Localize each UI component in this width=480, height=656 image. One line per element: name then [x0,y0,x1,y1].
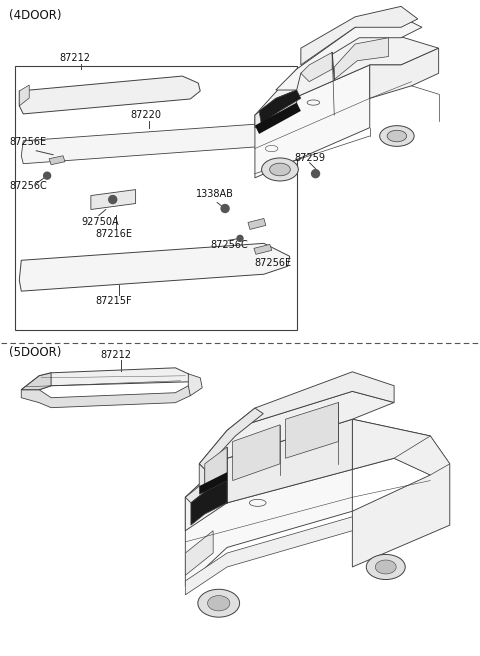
Text: 87259: 87259 [295,153,326,163]
Polygon shape [185,419,430,531]
Text: (5DOOR): (5DOOR) [9,346,62,359]
Text: 87256E: 87256E [254,258,291,268]
Polygon shape [188,374,202,396]
Polygon shape [255,65,370,178]
Circle shape [312,170,320,178]
Text: 87256C: 87256C [210,240,248,251]
Polygon shape [199,392,394,464]
Bar [15,66,297,330]
Polygon shape [248,218,266,230]
Polygon shape [205,447,227,492]
Polygon shape [233,425,280,481]
Polygon shape [255,28,439,115]
Polygon shape [21,368,190,390]
Text: 87256E: 87256E [9,136,47,147]
Polygon shape [301,52,332,81]
Ellipse shape [198,589,240,617]
Polygon shape [199,419,352,503]
Text: 87212: 87212 [59,53,90,63]
Polygon shape [394,436,450,475]
Polygon shape [21,124,272,164]
Text: 87212: 87212 [101,350,132,360]
Text: 87256C: 87256C [9,180,47,191]
Polygon shape [21,373,51,390]
Polygon shape [370,48,439,98]
Text: (4DOOR): (4DOOR) [9,9,62,22]
Polygon shape [255,102,301,134]
Polygon shape [286,403,338,459]
Polygon shape [19,76,200,114]
Text: 1338AB: 1338AB [196,188,234,199]
Polygon shape [19,243,290,291]
Text: 92750A: 92750A [81,218,119,228]
Polygon shape [352,419,450,567]
Polygon shape [21,374,192,407]
Polygon shape [185,464,205,503]
Polygon shape [199,472,227,495]
Polygon shape [49,155,65,165]
Polygon shape [259,90,301,123]
Ellipse shape [270,163,290,176]
Polygon shape [199,408,263,470]
Ellipse shape [375,560,396,574]
Ellipse shape [380,126,414,146]
Polygon shape [185,531,213,575]
Polygon shape [227,372,394,430]
Polygon shape [185,517,352,595]
Circle shape [109,195,117,203]
Circle shape [44,172,50,179]
Text: 87216E: 87216E [96,230,133,239]
Polygon shape [254,244,272,255]
Text: 87220: 87220 [131,110,162,120]
Text: 87215F: 87215F [96,296,132,306]
Polygon shape [334,38,388,79]
Polygon shape [191,481,227,525]
Polygon shape [255,90,297,128]
Circle shape [237,236,243,241]
Ellipse shape [262,158,299,181]
Polygon shape [91,190,136,209]
Circle shape [221,205,229,213]
Ellipse shape [366,554,405,579]
Polygon shape [276,17,422,90]
Polygon shape [185,419,352,586]
Ellipse shape [207,596,230,611]
Polygon shape [301,7,418,65]
Polygon shape [19,85,29,106]
Ellipse shape [387,131,407,142]
